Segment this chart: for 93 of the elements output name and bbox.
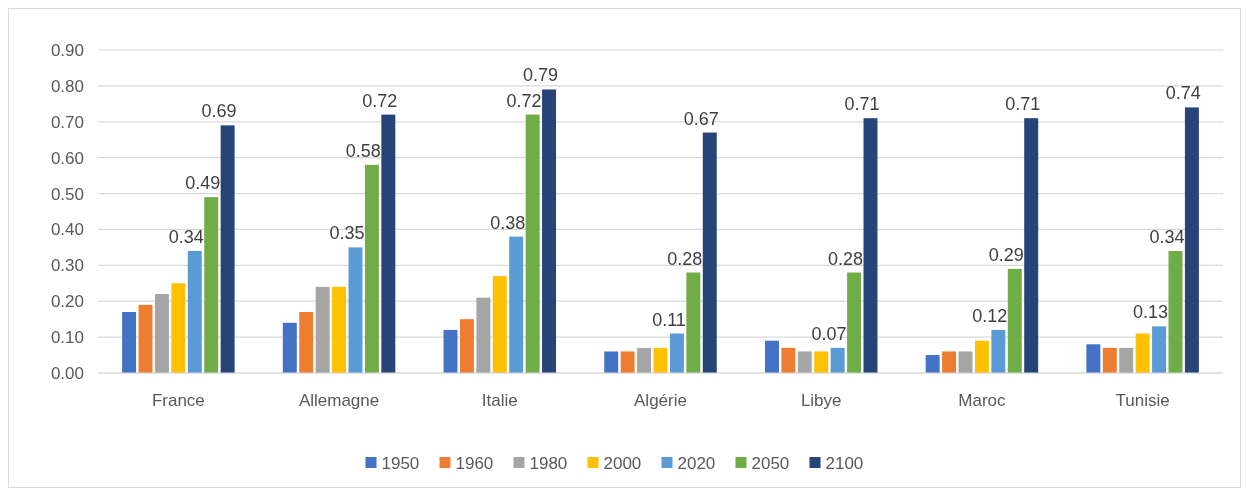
x-tick-label: Libye — [800, 391, 842, 410]
bar — [1007, 268, 1022, 373]
bar — [974, 340, 989, 373]
data-label: 0.72 — [362, 90, 398, 111]
bar — [620, 351, 635, 373]
bar — [154, 294, 169, 373]
data-label: 0.34 — [168, 226, 204, 247]
data-label: 0.35 — [329, 223, 365, 244]
bar — [863, 118, 878, 373]
bar — [958, 351, 973, 373]
bar — [476, 297, 491, 373]
bar — [604, 351, 619, 373]
bar — [991, 329, 1006, 373]
legend-label: 1950 — [381, 453, 420, 473]
data-label: 0.69 — [201, 101, 237, 122]
bar — [220, 125, 235, 373]
bar — [1152, 326, 1167, 373]
legend-label: 2100 — [825, 453, 864, 473]
legend-label: 2000 — [603, 453, 642, 473]
legend-label: 2020 — [677, 453, 716, 473]
data-label: 0.12 — [972, 305, 1008, 326]
bar — [381, 114, 396, 373]
bar — [187, 250, 202, 373]
bar — [1135, 333, 1150, 373]
x-tick-label: France — [151, 391, 205, 410]
data-label: 0.11 — [652, 309, 686, 330]
x-tick-label: Maroc — [958, 391, 1007, 410]
bar — [1024, 118, 1039, 373]
bar — [814, 351, 829, 373]
bar — [509, 236, 524, 373]
bar — [1119, 347, 1134, 373]
bar — [1102, 347, 1117, 373]
y-tick-label: 0.00 — [50, 363, 84, 383]
data-label: 0.58 — [345, 140, 381, 161]
bar — [847, 272, 862, 373]
y-tick-label: 0.50 — [50, 184, 84, 204]
data-label: 0.13 — [1133, 302, 1169, 323]
bar — [797, 351, 812, 373]
bar — [364, 164, 379, 373]
y-tick-label: 0.80 — [50, 76, 84, 96]
data-label: 0.07 — [811, 323, 847, 344]
legend-label: 2050 — [751, 453, 790, 473]
y-tick-label: 0.70 — [50, 112, 84, 132]
bar — [525, 114, 540, 373]
bar — [332, 286, 347, 373]
bar — [1086, 344, 1101, 373]
bar — [1168, 250, 1183, 373]
x-tick-label: Tunisie — [1115, 391, 1170, 410]
data-label: 0.74 — [1165, 83, 1201, 104]
x-tick-label: Algérie — [634, 391, 687, 410]
bar — [669, 333, 684, 373]
data-label: 0.49 — [185, 173, 221, 194]
data-label: 0.79 — [522, 65, 559, 86]
data-label: 0.28 — [827, 248, 864, 269]
x-tick-label: Italie — [481, 391, 518, 410]
data-label: 0.38 — [490, 212, 526, 233]
bar — [443, 329, 458, 373]
bar — [492, 276, 507, 373]
x-tick-label: Allemagne — [298, 391, 380, 410]
bar — [299, 311, 314, 373]
bar — [138, 304, 153, 373]
data-label: 0.28 — [667, 248, 703, 269]
y-tick-label: 0.10 — [50, 328, 84, 348]
bar — [348, 247, 363, 373]
data-label: 0.67 — [683, 108, 719, 129]
data-label: 0.29 — [988, 244, 1024, 265]
bar — [459, 319, 474, 373]
bar — [282, 322, 297, 373]
bar — [942, 351, 957, 373]
bar — [637, 347, 652, 373]
y-tick-label: 0.60 — [50, 148, 84, 168]
data-label: 0.72 — [506, 90, 542, 111]
bar — [781, 347, 796, 373]
bar — [764, 340, 779, 373]
legend-label: 1960 — [455, 453, 494, 473]
y-tick-label: 0.90 — [50, 40, 84, 60]
y-tick-label: 0.20 — [50, 292, 84, 312]
bar — [686, 272, 701, 373]
y-tick-label: 0.30 — [50, 256, 84, 276]
bar — [702, 132, 717, 373]
bar — [122, 311, 137, 373]
bar — [315, 286, 330, 373]
data-label: 0.71 — [1005, 94, 1041, 115]
data-label: 0.34 — [1149, 226, 1185, 247]
bar — [925, 355, 940, 373]
data-label: 0.71 — [844, 94, 880, 115]
bar — [171, 283, 186, 373]
bar — [1184, 107, 1199, 373]
bar — [542, 89, 557, 373]
y-tick-label: 0.40 — [50, 220, 84, 240]
legend-label: 1980 — [529, 453, 568, 473]
bar — [204, 197, 219, 373]
bar — [830, 347, 845, 373]
